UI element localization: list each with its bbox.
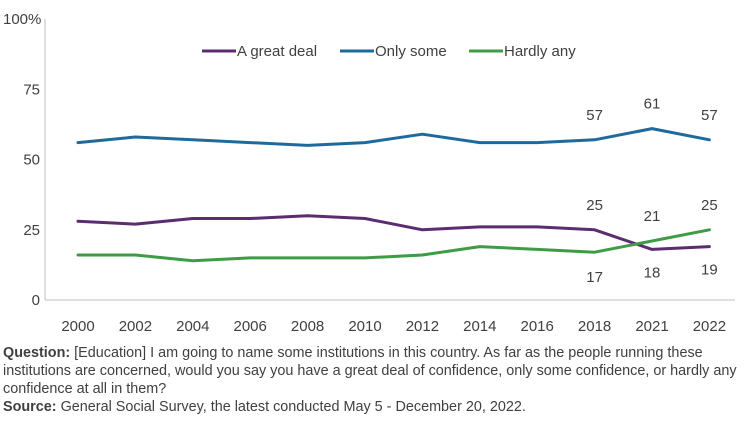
y-tick-label: 100% bbox=[3, 11, 41, 28]
legend-label: Only some bbox=[375, 43, 447, 60]
x-tick-label: 2016 bbox=[521, 318, 554, 335]
data-labels: 25 18 19 57 61 57 17 21 25 bbox=[586, 96, 717, 287]
x-tick-label: 2006 bbox=[234, 318, 267, 335]
series-line bbox=[76, 228, 711, 263]
data-label: 18 bbox=[644, 264, 661, 281]
data-label: 21 bbox=[644, 208, 661, 225]
y-tick-label: 50 bbox=[23, 152, 40, 169]
y-tick-label: 25 bbox=[23, 222, 40, 239]
data-label: 17 bbox=[586, 269, 603, 286]
x-tick-label: 2002 bbox=[119, 318, 152, 335]
question-text: [Education] I am going to name some inst… bbox=[3, 345, 737, 397]
data-label: 61 bbox=[644, 96, 661, 113]
data-label: 25 bbox=[701, 197, 718, 214]
series-line bbox=[76, 127, 711, 147]
question-note: Question: [Education] I am going to name… bbox=[3, 344, 745, 398]
y-tick-label: 0 bbox=[32, 292, 40, 309]
series-line bbox=[76, 214, 711, 251]
x-tick-label: 2022 bbox=[693, 318, 726, 335]
x-tick-label: 2008 bbox=[291, 318, 324, 335]
data-label: 25 bbox=[586, 197, 603, 214]
data-label: 57 bbox=[586, 107, 603, 124]
source-label: Source: bbox=[3, 399, 57, 415]
source-text: General Social Survey, the latest conduc… bbox=[56, 399, 526, 415]
x-tick-label: 2012 bbox=[406, 318, 439, 335]
x-tick-label: 2014 bbox=[463, 318, 496, 335]
x-tick-label: 2000 bbox=[61, 318, 94, 335]
legend: A great deal Only some Hardly any bbox=[202, 43, 576, 60]
x-tick-label: 2010 bbox=[348, 318, 381, 335]
data-label: 57 bbox=[701, 107, 718, 124]
x-tick-label: 2021 bbox=[635, 318, 668, 335]
data-label: 19 bbox=[701, 262, 718, 279]
legend-label: A great deal bbox=[237, 43, 317, 60]
source-note: Source: General Social Survey, the lates… bbox=[3, 398, 745, 416]
line-chart: 0 25 50 75 100% 2000 2002 2004 2006 2008 2010 2012… bbox=[3, 11, 735, 335]
x-axis-ticks: 2000 2002 2004 2006 2008 2010 2012 2014 2016 2018… bbox=[61, 318, 726, 335]
series-lines bbox=[76, 127, 711, 263]
y-axis-ticks: 0 25 50 75 100% bbox=[3, 11, 41, 309]
footnote: Question: [Education] I am going to name… bbox=[3, 344, 745, 416]
x-tick-label: 2004 bbox=[176, 318, 209, 335]
y-tick-label: 75 bbox=[23, 81, 40, 98]
legend-label: Hardly any bbox=[504, 43, 576, 60]
x-tick-label: 2018 bbox=[578, 318, 611, 335]
question-label: Question: bbox=[3, 345, 71, 361]
